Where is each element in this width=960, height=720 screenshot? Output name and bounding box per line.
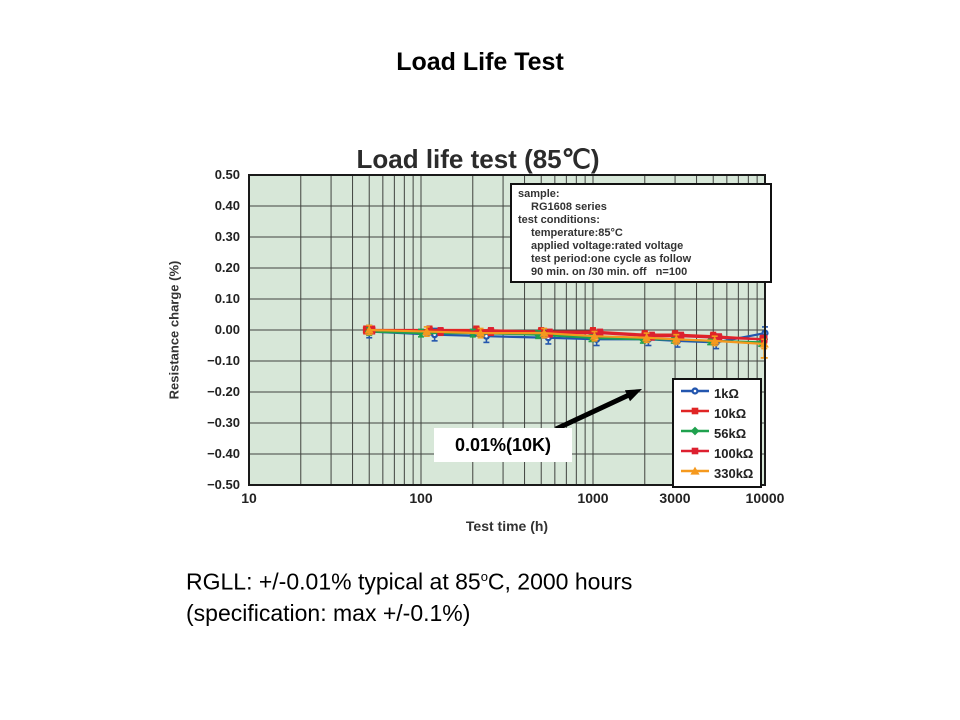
legend-item: 56kΩ: [680, 423, 760, 443]
summary-caption: RGLL: +/-0.01% typical at 85oC, 2000 hou…: [186, 561, 632, 629]
y-tick-label: 0.20: [214, 260, 240, 275]
y-tick-label: −0.50: [207, 477, 240, 492]
legend: 1kΩ 10kΩ 56kΩ 100kΩ 330kΩ: [672, 378, 762, 488]
series-marker-icon: [680, 424, 710, 443]
info-line: temperature:85°C: [531, 227, 623, 239]
y-tick-label: −0.20: [207, 384, 240, 399]
legend-label: 100kΩ: [714, 445, 754, 461]
annotation-label: 0.01%(10K): [434, 428, 572, 462]
legend-label: 330kΩ: [714, 465, 754, 481]
series-marker-icon: [680, 404, 710, 423]
y-tick-label: 0.40: [214, 198, 240, 213]
legend-label: 56kΩ: [714, 425, 747, 441]
info-line: test period:one cycle as follow: [531, 253, 692, 265]
x-tick-label: 10: [241, 490, 257, 506]
legend-item: 1kΩ: [680, 383, 760, 403]
y-tick-label: −0.40: [207, 446, 240, 461]
x-tick-label: 1000: [577, 490, 609, 506]
y-tick-label: −0.30: [207, 415, 240, 430]
legend-item: 10kΩ: [680, 403, 760, 423]
series-marker-icon: [680, 464, 710, 483]
page-title: Load Life Test: [396, 48, 564, 76]
x-axis-title: Test time (h): [465, 518, 549, 534]
legend-item: 330kΩ: [680, 463, 760, 483]
caption-line-2: (specification: max +/-0.1%): [186, 599, 471, 626]
y-tick-label: 0.30: [214, 229, 240, 244]
x-tick-label: 3000: [659, 490, 691, 506]
info-line: 90 min. on /30 min. off n=100: [531, 266, 688, 278]
legend-label: 10kΩ: [714, 405, 747, 421]
info-line: sample:: [518, 188, 560, 200]
info-line: RG1608 series: [531, 201, 607, 213]
x-tick-label: 10000: [745, 490, 785, 506]
info-line: test conditions:: [518, 214, 600, 226]
x-tick-label: 100: [409, 490, 433, 506]
info-line: applied voltage:rated voltage: [531, 240, 684, 252]
legend-item: 100kΩ: [680, 443, 760, 463]
y-tick-label: 0.50: [214, 167, 240, 182]
y-tick-label: −0.10: [207, 353, 240, 368]
series-marker-icon: [680, 384, 710, 403]
series-marker-icon: [680, 444, 710, 463]
caption-line-1: RGLL: +/-0.01% typical at 85oC, 2000 hou…: [186, 568, 633, 595]
load-life-chart: Load life test (85℃) Resistance charge (…: [158, 128, 808, 548]
y-tick-label: 0.00: [214, 322, 240, 337]
chart-title: Load life test (85℃): [356, 144, 600, 174]
y-tick-label: 0.10: [214, 291, 240, 306]
legend-label: 1kΩ: [714, 385, 739, 401]
test-conditions-box: sample: RG1608 series test conditions: t…: [510, 183, 772, 283]
